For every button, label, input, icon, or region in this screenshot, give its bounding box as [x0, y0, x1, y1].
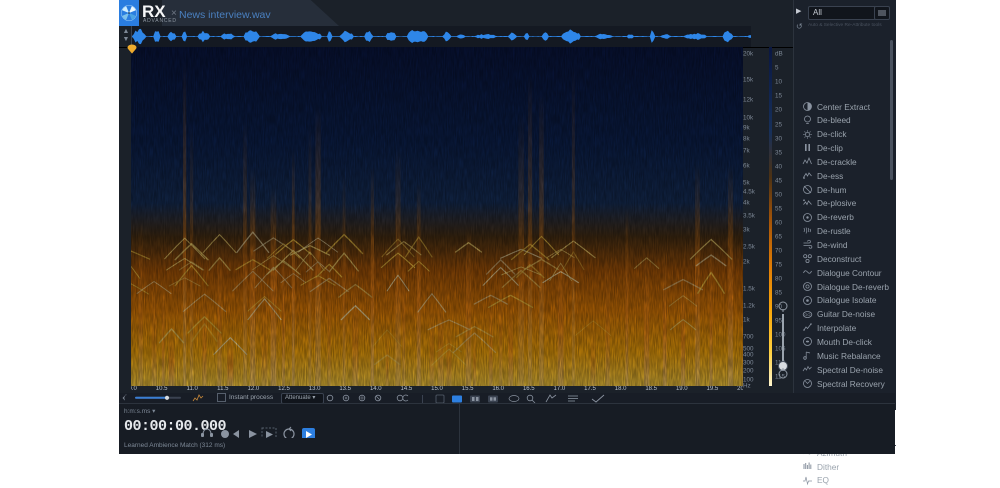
svg-text:GO: GO	[804, 312, 810, 317]
